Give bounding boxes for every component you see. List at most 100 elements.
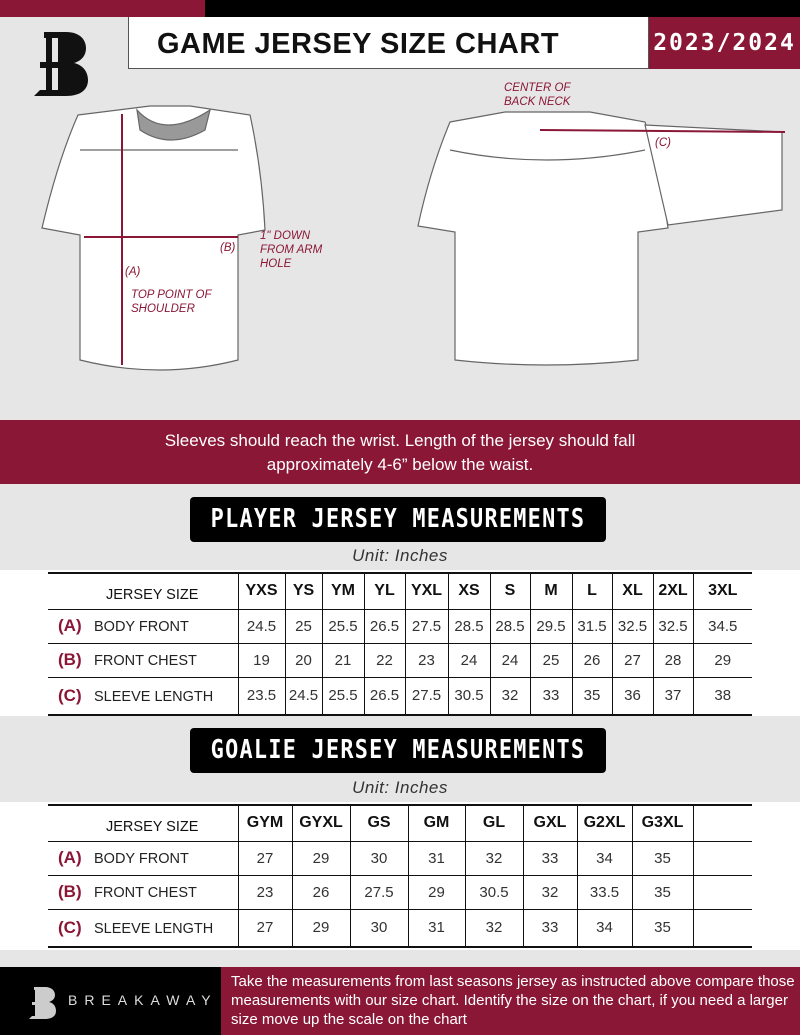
measurement-value: 24.5	[285, 677, 323, 716]
measurement-value: 27	[238, 841, 293, 876]
measurement-label: (B) FRONT CHEST	[48, 643, 239, 678]
measurement-value: 32	[490, 677, 531, 716]
footer-brand-area: BREAKAWAY	[0, 967, 221, 1035]
measurement-code: (A)	[58, 848, 82, 867]
measurement-value: 30.5	[448, 677, 491, 716]
measurement-value: 31.5	[572, 609, 613, 644]
measurement-value: 24	[448, 643, 491, 678]
footer: BREAKAWAY Take the measurements from las…	[0, 967, 800, 1035]
measurement-value: 31	[408, 841, 466, 876]
measurement-value	[693, 841, 752, 876]
measurement-value: 24.5	[238, 609, 286, 644]
measurement-code: (B)	[58, 882, 82, 901]
size-column-header: XL	[612, 572, 654, 610]
measurement-value: 23.5	[238, 677, 286, 716]
goalie-title-box: GOALIE JERSEY MEASUREMENTS	[190, 728, 606, 773]
measurement-name: BODY FRONT	[94, 851, 189, 867]
size-column-header: YXL	[405, 572, 449, 610]
size-column-header: S	[490, 572, 531, 610]
top-black-bar	[205, 0, 800, 17]
measurement-value: 25.5	[322, 677, 365, 716]
label-c: (C)	[655, 137, 671, 149]
size-column-header: GL	[465, 804, 524, 842]
measurement-value: 23	[405, 643, 449, 678]
measurement-value: 29	[292, 909, 351, 948]
measurement-value: 32.5	[612, 609, 654, 644]
measurement-value: 29.5	[530, 609, 573, 644]
table-row: (A) BODY FRONT 24.5 25 25.5 26.5 27.5 28.5 28.5 2…	[48, 609, 752, 644]
table-row: (B) FRONT CHEST 23 26 27.5 29 30.5 32 33.5 35	[48, 875, 752, 910]
breakaway-logo	[34, 32, 88, 96]
player-title-box: PLAYER JERSEY MEASUREMENTS	[190, 497, 606, 542]
size-column-header: GXL	[523, 804, 578, 842]
season-badge: 2023/2024	[649, 17, 800, 69]
measurement-value	[693, 875, 752, 910]
measurement-value: 32.5	[653, 609, 694, 644]
measurement-value: 35	[632, 841, 694, 876]
measurement-value	[693, 909, 752, 948]
measurement-value: 35	[632, 909, 694, 948]
measurement-name: SLEEVE LENGTH	[94, 920, 214, 937]
size-column-header: L	[572, 572, 613, 610]
player-table-area: JERSEY SIZE YXS YS YM YL YXL XS S M L XL 2XL 3XL (A) B…	[0, 570, 800, 716]
size-column-header: YL	[364, 572, 406, 610]
measurement-value: 35	[632, 875, 694, 910]
measurement-value: 20	[285, 643, 323, 678]
measurement-value: 34	[577, 909, 633, 948]
measurement-label: (A) BODY FRONT	[48, 841, 239, 876]
size-column-header: G3XL	[632, 804, 694, 842]
size-column-header: G2XL	[577, 804, 633, 842]
measurement-value: 32	[465, 841, 524, 876]
player-title: PLAYER JERSEY MEASUREMENTS	[210, 504, 586, 534]
measurement-value: 29	[408, 875, 466, 910]
measurement-value: 32	[465, 909, 524, 948]
measurement-value: 37	[653, 677, 694, 716]
table-row: (C) SLEEVE LENGTH 23.5 24.5 25.5 26.5 27.5 30.5…	[48, 677, 752, 716]
player-unit: Unit: Inches	[352, 546, 448, 565]
label-a-desc: TOP POINT OF SHOULDER	[131, 289, 212, 315]
measurement-value: 34	[577, 841, 633, 876]
table-row: (B) FRONT CHEST 19 20 21 22 23 24 24 25 26 27 28 29	[48, 643, 752, 678]
measurement-value: 28	[653, 643, 694, 678]
size-column-header: 3XL	[693, 572, 752, 610]
measure-lines	[84, 114, 238, 365]
measurement-value: 29	[292, 841, 351, 876]
measurement-code: (A)	[58, 616, 82, 635]
measurement-value: 30	[350, 909, 409, 948]
label-b: (B)	[220, 242, 236, 254]
measurement-value: 25	[285, 609, 323, 644]
goalie-table-area: JERSEY SIZE GYM GYXL GS GM GL GXL G2XL G3XL (A) BO…	[0, 802, 800, 950]
size-column-header: YXS	[238, 572, 286, 610]
title-box: GAME JERSEY SIZE CHART	[128, 17, 649, 69]
measurement-value: 27.5	[350, 875, 409, 910]
measurement-value: 33	[530, 677, 573, 716]
measurement-value: 26.5	[364, 677, 406, 716]
measurement-value: 36	[612, 677, 654, 716]
size-column-header: 2XL	[653, 572, 694, 610]
measurement-code: (C)	[58, 917, 82, 937]
jersey-diagram	[41, 105, 786, 371]
goalie-title: GOALIE JERSEY MEASUREMENTS	[210, 735, 586, 765]
measurement-value: 25.5	[322, 609, 365, 644]
measurement-name: BODY FRONT	[94, 619, 189, 635]
measurement-value: 28.5	[448, 609, 491, 644]
measurement-value: 25	[530, 643, 573, 678]
goalie-unit: Unit: Inches	[352, 778, 448, 797]
breakaway-logo-small	[29, 987, 56, 1019]
page-title: GAME JERSEY SIZE CHART	[157, 28, 560, 60]
measurement-value: 29	[693, 643, 752, 678]
table-row: (C) SLEEVE LENGTH 27 29 30 31 32 33 34 35	[48, 909, 752, 948]
measurement-value: 26	[292, 875, 351, 910]
measurement-value: 28.5	[490, 609, 531, 644]
measurement-value: 30	[350, 841, 409, 876]
size-header: JERSEY SIZE	[48, 572, 239, 610]
size-column-header: YS	[285, 572, 323, 610]
measurement-code: (C)	[58, 685, 82, 705]
measurement-value: 26	[572, 643, 613, 678]
measurement-label: (B) FRONT CHEST	[48, 875, 239, 910]
back-jersey	[417, 111, 783, 366]
size-column-header: XS	[448, 572, 491, 610]
top-accent-bar	[0, 0, 205, 17]
size-header: JERSEY SIZE	[48, 804, 239, 842]
measurement-value: 27	[238, 909, 293, 948]
